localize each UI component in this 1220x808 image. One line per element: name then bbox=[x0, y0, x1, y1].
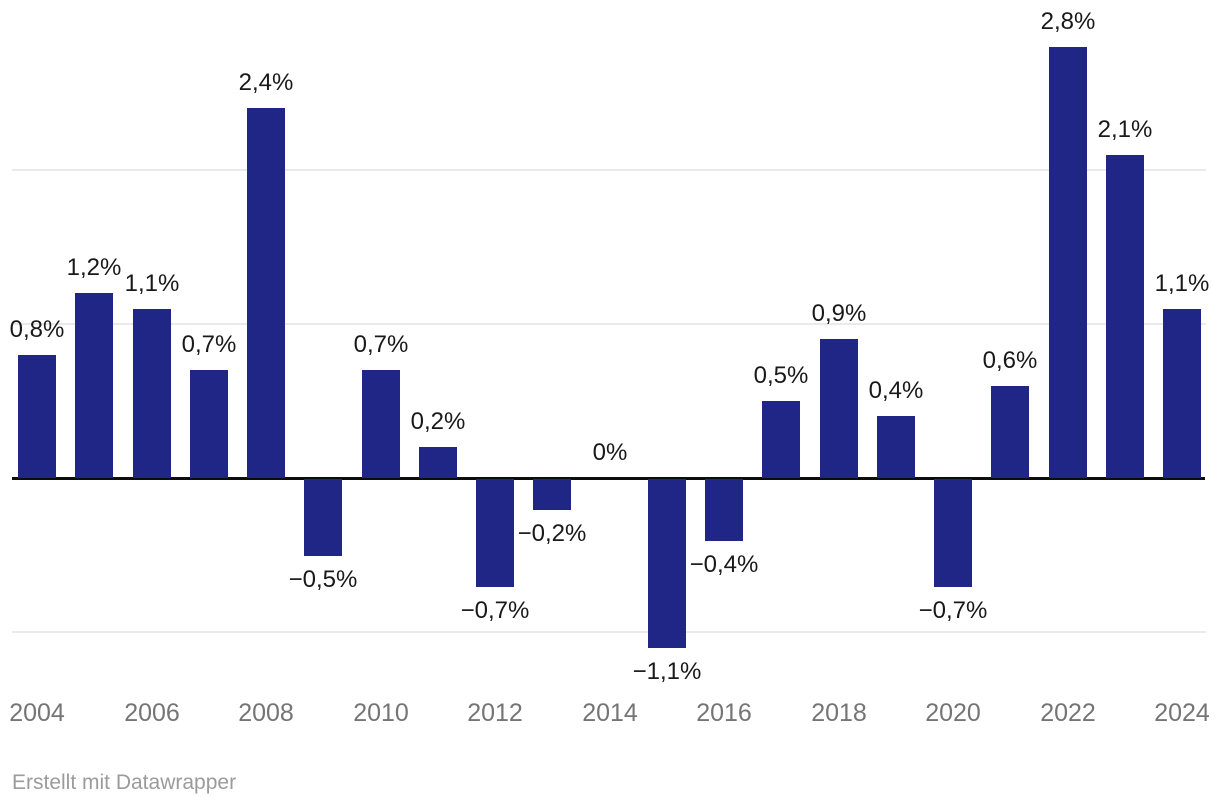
bar-2006 bbox=[133, 309, 171, 478]
value-label-2016: −0,4% bbox=[689, 551, 759, 578]
bar-2009 bbox=[304, 479, 342, 556]
x-tick-2010: 2010 bbox=[353, 699, 409, 727]
x-tick-2006: 2006 bbox=[124, 699, 180, 727]
value-label-2010: 0,7% bbox=[353, 331, 409, 358]
value-label-2023: 2,1% bbox=[1097, 116, 1153, 143]
gridline bbox=[12, 169, 1206, 171]
value-label-2019: 0,4% bbox=[868, 377, 924, 404]
bar-2021 bbox=[991, 386, 1029, 478]
value-label-2022: 2,8% bbox=[1040, 8, 1096, 35]
bar-2008 bbox=[247, 108, 285, 478]
value-label-2018: 0,9% bbox=[811, 300, 867, 327]
value-label-2014: 0% bbox=[592, 439, 628, 466]
bar-2018 bbox=[820, 339, 858, 478]
attribution-link[interactable]: Erstellt mit Datawrapper bbox=[12, 771, 237, 794]
bar-2022 bbox=[1049, 47, 1087, 478]
x-tick-2018: 2018 bbox=[811, 699, 867, 727]
x-tick-2014: 2014 bbox=[582, 699, 638, 727]
x-tick-2016: 2016 bbox=[696, 699, 752, 727]
value-label-2009: −0,5% bbox=[288, 566, 358, 593]
bar-2017 bbox=[762, 401, 800, 478]
value-label-2012: −0,7% bbox=[460, 597, 530, 624]
value-label-2007: 0,7% bbox=[181, 331, 237, 358]
x-tick-2022: 2022 bbox=[1040, 699, 1096, 727]
bar-2023 bbox=[1106, 155, 1144, 478]
zero-axis-line bbox=[12, 476, 1205, 480]
value-label-2005: 1,2% bbox=[66, 254, 122, 281]
bar-2011 bbox=[419, 447, 457, 478]
x-tick-2020: 2020 bbox=[925, 699, 981, 727]
x-tick-2012: 2012 bbox=[467, 699, 523, 727]
bar-2007 bbox=[190, 370, 228, 478]
bar-2024 bbox=[1163, 309, 1201, 478]
bar-2013 bbox=[533, 479, 571, 510]
bar-2020 bbox=[934, 479, 972, 587]
bar-2016 bbox=[705, 479, 743, 541]
bar-2004 bbox=[18, 355, 56, 478]
x-tick-2008: 2008 bbox=[238, 699, 294, 727]
x-tick-2004: 2004 bbox=[9, 699, 65, 727]
bar-2005 bbox=[75, 293, 113, 478]
value-label-2004: 0,8% bbox=[9, 316, 65, 343]
value-label-2021: 0,6% bbox=[982, 347, 1038, 374]
value-label-2013: −0,2% bbox=[517, 520, 587, 547]
value-label-2020: −0,7% bbox=[918, 597, 988, 624]
value-label-2006: 1,1% bbox=[124, 270, 180, 297]
value-label-2024: 1,1% bbox=[1154, 270, 1210, 297]
bar-2010 bbox=[362, 370, 400, 478]
bar-2019 bbox=[877, 416, 915, 478]
value-label-2017: 0,5% bbox=[753, 362, 809, 389]
bar-2015 bbox=[648, 479, 686, 648]
value-label-2008: 2,4% bbox=[238, 69, 294, 96]
gridline bbox=[12, 631, 1206, 633]
x-tick-2024: 2024 bbox=[1154, 699, 1210, 727]
value-label-2015: −1,1% bbox=[632, 658, 702, 685]
value-label-2011: 0,2% bbox=[410, 408, 466, 435]
gridline bbox=[12, 323, 1206, 325]
bar-2012 bbox=[476, 479, 514, 587]
